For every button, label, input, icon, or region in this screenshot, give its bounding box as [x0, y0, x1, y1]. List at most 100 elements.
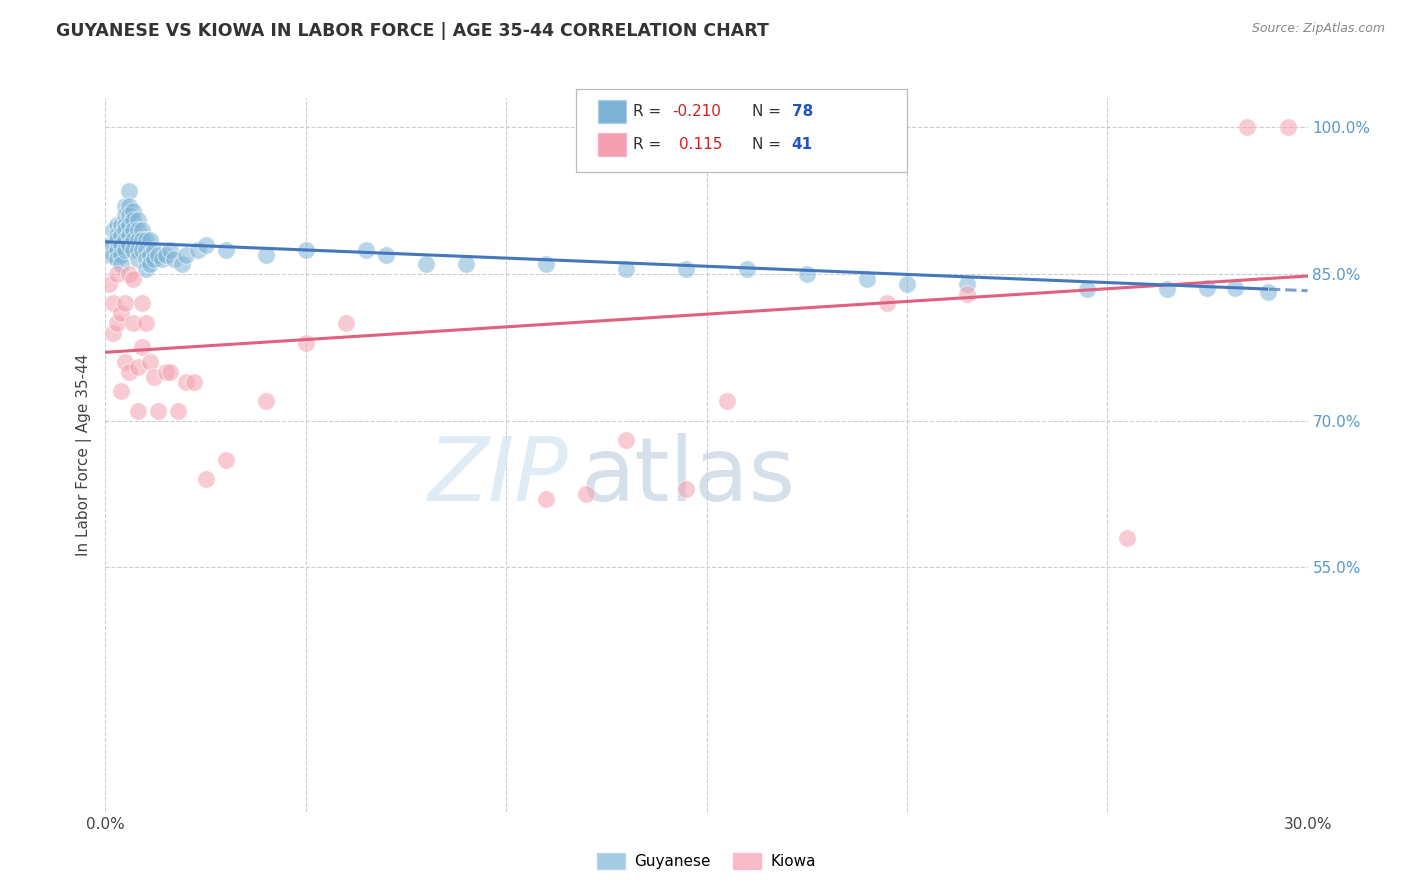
Point	[107, 316, 129, 330]
Point	[415, 257, 437, 271]
Point	[98, 277, 121, 291]
Point	[103, 326, 125, 340]
Text: R =: R =	[633, 137, 671, 152]
Point	[118, 237, 141, 252]
Point	[107, 233, 129, 247]
Point	[170, 257, 193, 271]
Point	[107, 218, 129, 232]
Point	[1277, 120, 1299, 135]
Point	[118, 227, 141, 242]
Point	[374, 247, 398, 261]
Point	[127, 243, 149, 257]
Point	[114, 218, 136, 232]
Point	[135, 316, 157, 330]
Point	[616, 262, 638, 277]
Point	[187, 243, 209, 257]
Point	[114, 355, 136, 369]
Text: ZIP: ZIP	[427, 434, 568, 519]
Point	[616, 434, 638, 448]
Point	[534, 491, 557, 506]
Text: N =: N =	[752, 104, 786, 119]
Point	[716, 394, 738, 409]
Point	[127, 359, 149, 374]
Point	[114, 296, 136, 310]
Point	[1197, 281, 1219, 295]
Point	[956, 277, 979, 291]
Point	[122, 272, 145, 286]
Point	[110, 257, 132, 271]
Text: 0.115: 0.115	[679, 137, 723, 152]
Point	[118, 365, 141, 379]
Y-axis label: In Labor Force | Age 35-44: In Labor Force | Age 35-44	[76, 354, 91, 556]
Point	[131, 233, 153, 247]
Point	[110, 237, 132, 252]
Point	[122, 243, 145, 257]
Point	[575, 487, 598, 501]
Point	[956, 286, 979, 301]
Point	[138, 257, 160, 271]
Point	[103, 237, 125, 252]
Point	[162, 252, 184, 267]
Point	[131, 340, 153, 354]
Point	[675, 482, 697, 496]
Point	[122, 223, 145, 237]
Point	[155, 365, 177, 379]
Point	[534, 257, 557, 271]
Point	[98, 247, 121, 261]
Point	[135, 243, 157, 257]
Point	[146, 247, 169, 261]
Point	[127, 213, 149, 227]
Point	[127, 252, 149, 267]
Point	[295, 243, 318, 257]
Text: N =: N =	[752, 137, 786, 152]
Point	[142, 369, 165, 384]
Point	[335, 316, 357, 330]
Point	[110, 227, 132, 242]
Point	[254, 247, 277, 261]
Point	[214, 243, 236, 257]
Point	[122, 203, 145, 218]
Point	[1236, 120, 1258, 135]
Point	[354, 243, 377, 257]
Point	[110, 218, 132, 232]
Point	[174, 247, 197, 261]
Point	[194, 237, 217, 252]
Point	[103, 223, 125, 237]
Point	[142, 243, 165, 257]
Legend: Guyanese, Kiowa: Guyanese, Kiowa	[592, 847, 821, 875]
Point	[103, 247, 125, 261]
Point	[166, 404, 188, 418]
Point	[183, 375, 205, 389]
Text: Source: ZipAtlas.com: Source: ZipAtlas.com	[1251, 22, 1385, 36]
Point	[254, 394, 277, 409]
Point	[118, 218, 141, 232]
Point	[127, 233, 149, 247]
Point	[103, 296, 125, 310]
Text: 78: 78	[792, 104, 813, 119]
Point	[118, 267, 141, 281]
Point	[114, 233, 136, 247]
Point	[127, 223, 149, 237]
Point	[146, 404, 169, 418]
Point	[110, 247, 132, 261]
Text: atlas: atlas	[581, 433, 796, 520]
Point	[122, 316, 145, 330]
Point	[135, 252, 157, 267]
Point	[138, 233, 160, 247]
Point	[135, 233, 157, 247]
Point	[107, 243, 129, 257]
Point	[735, 262, 758, 277]
Point	[107, 267, 129, 281]
Point	[131, 243, 153, 257]
Point	[131, 296, 153, 310]
Point	[118, 199, 141, 213]
Point	[155, 247, 177, 261]
Point	[118, 209, 141, 223]
Point	[194, 472, 217, 486]
Point	[1225, 281, 1247, 295]
Point	[1076, 282, 1098, 296]
Point	[142, 252, 165, 267]
Point	[110, 306, 132, 320]
Point	[174, 375, 197, 389]
Text: R =: R =	[633, 104, 666, 119]
